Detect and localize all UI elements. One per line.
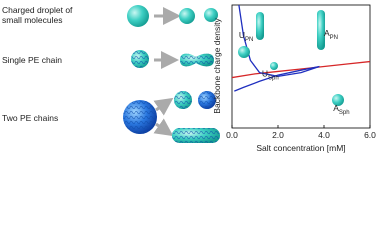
pe-texture (198, 91, 216, 109)
arrow (153, 118, 174, 137)
annotation: UPN (239, 30, 253, 43)
droplet (204, 8, 218, 22)
line (234, 65, 320, 92)
row-label: Charged droplet of (2, 5, 73, 15)
annotation-sub: PN (330, 35, 338, 41)
x-tick-label: 4.0 (318, 130, 330, 140)
annotation-sub: Sph (339, 110, 350, 116)
pe-texture (180, 53, 214, 67)
chart: Backbone charge density Salt concentrati… (212, 4, 376, 153)
diagram: Charged droplet of small molecules Singl… (2, 5, 220, 143)
x-tick-label: 0.0 (226, 130, 238, 140)
pe-texture (174, 91, 192, 109)
pe-texture (123, 100, 157, 134)
annotation: APN (324, 28, 338, 41)
annotation-main: A (324, 28, 330, 38)
annotation-main: U (239, 30, 245, 40)
x-tick-label: 2.0 (272, 130, 284, 140)
row-label: small molecules (2, 15, 62, 25)
annotation-main: A (333, 103, 339, 113)
annotation-sub: PN (245, 37, 253, 43)
annotation-sub: Sph (268, 75, 279, 81)
x-tick-label: 6.0 (364, 130, 376, 140)
figure: Charged droplet of small molecules Singl… (2, 4, 376, 153)
row-label: Single PE chain (2, 55, 62, 65)
line (232, 60, 370, 79)
annotation-main: U (262, 68, 268, 78)
arrow (153, 97, 174, 116)
icon-sph (270, 62, 278, 70)
line (238, 5, 320, 78)
pe-texture (131, 50, 149, 68)
icon-pn (317, 10, 325, 50)
icon-pn (256, 12, 264, 40)
icon-sph (238, 46, 250, 58)
plot-frame (231, 4, 371, 129)
droplet (127, 5, 149, 27)
annotation: USph (262, 68, 279, 81)
annotation: ASph (333, 103, 349, 116)
series-group (232, 5, 370, 92)
icon-sph (332, 94, 344, 106)
row-label: Two PE chains (2, 113, 58, 123)
droplet (179, 8, 195, 24)
y-axis-label: Backbone charge density (212, 18, 222, 114)
pe-texture (172, 128, 220, 143)
x-axis-label: Salt concentration [mM] (256, 143, 345, 153)
